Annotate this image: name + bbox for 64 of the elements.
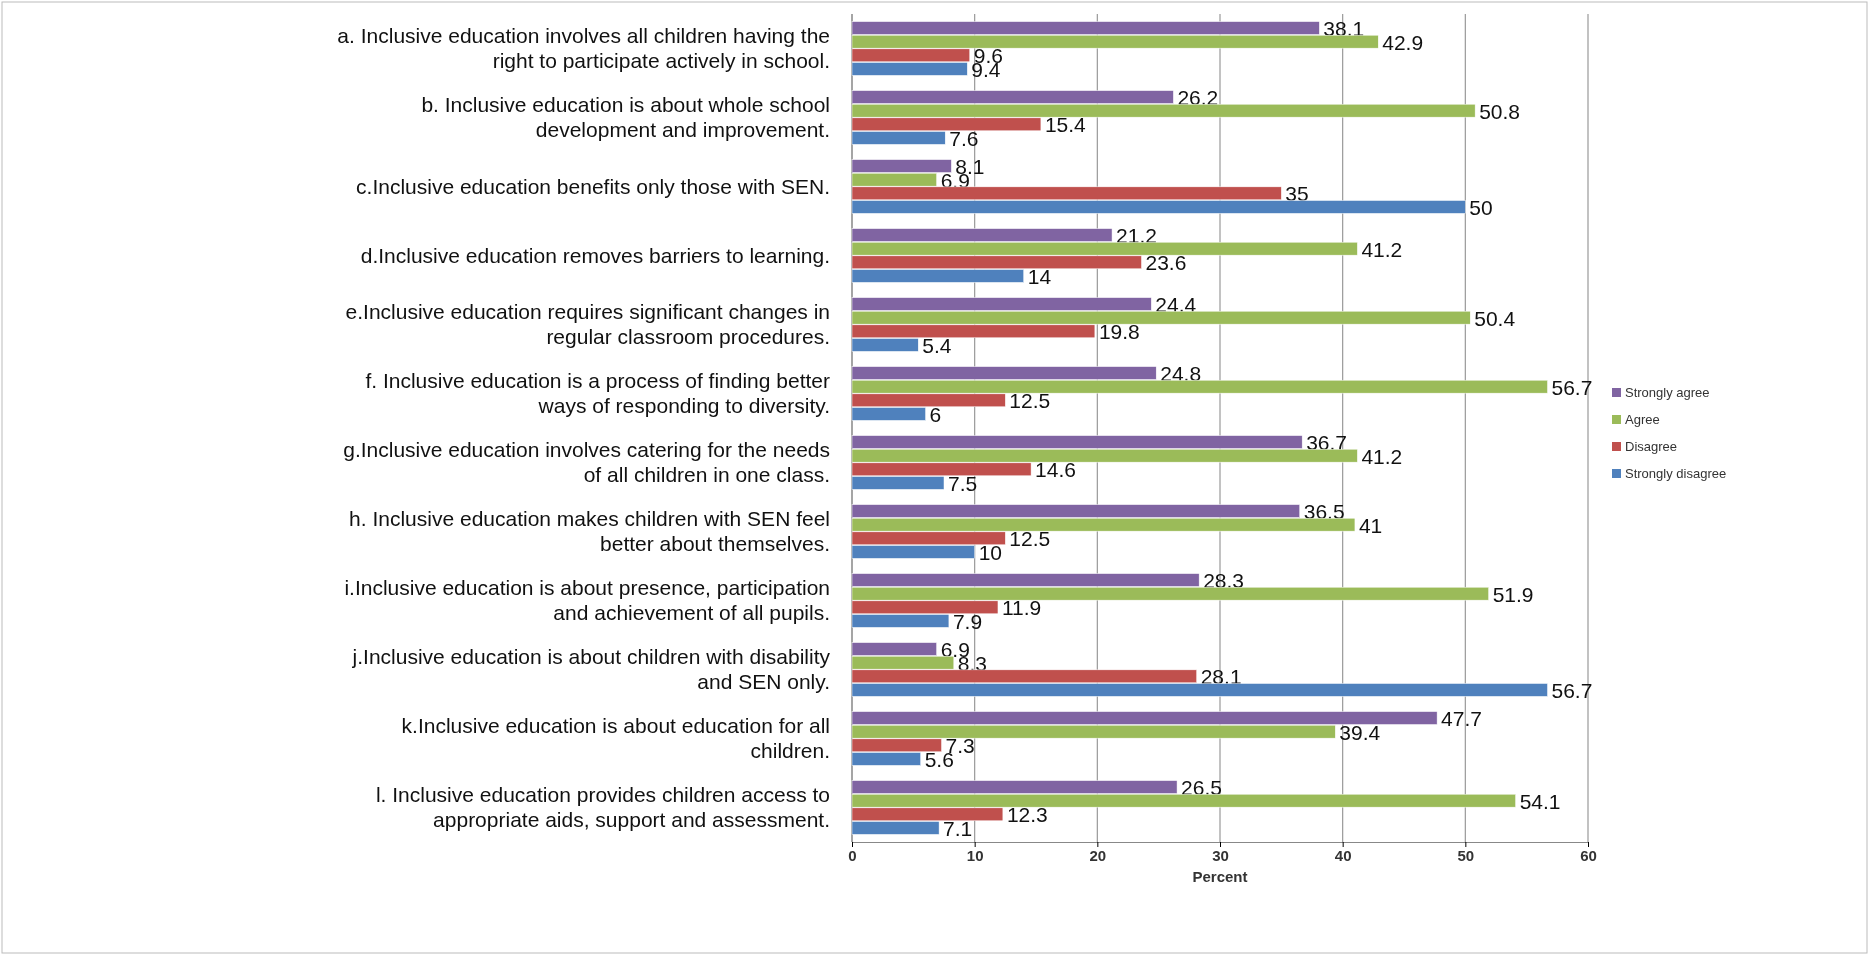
- data-label: 28.1: [1200, 665, 1242, 689]
- data-label: 19.8: [1098, 320, 1140, 344]
- x-tick-label: 0: [848, 846, 857, 864]
- data-label: 50: [1469, 195, 1493, 219]
- y-tick-label: h. Inclusive education makes children with SEN feel better about themselves.: [349, 507, 830, 555]
- data-label: 41.2: [1361, 237, 1403, 261]
- data-label: 36.7: [1306, 431, 1348, 455]
- data-label: 28.3: [1203, 569, 1245, 593]
- y-tick-label: e.Inclusive education requires significant changes in regular classroom procedures.: [345, 300, 830, 348]
- x-tick-label: 10: [966, 846, 984, 864]
- legend-label: Disagree: [1625, 439, 1678, 454]
- data-label: 39.4: [1339, 720, 1381, 744]
- data-label: 15.4: [1044, 113, 1087, 137]
- data-label: 7.6: [949, 126, 979, 150]
- y-tick-label: j.Inclusive education is about children with disability and SEN only.: [351, 645, 831, 693]
- data-label: 24.8: [1160, 362, 1202, 386]
- data-label: 10: [978, 540, 1003, 564]
- x-tick-label: 40: [1334, 846, 1352, 864]
- y-tick-label: g.Inclusive education involves catering for the needs of all children in one class.: [343, 438, 830, 486]
- data-label: 41.2: [1361, 444, 1403, 468]
- data-label: 5.4: [922, 333, 952, 357]
- legend-label: Strongly disagree: [1625, 466, 1727, 481]
- x-tick-label: 20: [1089, 846, 1107, 864]
- data-label: 26.5: [1181, 776, 1222, 800]
- data-label: 50.4: [1474, 306, 1516, 330]
- data-label: 50.8: [1479, 99, 1521, 123]
- data-label: 42.9: [1382, 30, 1424, 54]
- data-label: 23.6: [1145, 251, 1187, 275]
- data-label: 7.9: [952, 609, 983, 633]
- y-tick-label: l. Inclusive education provides children access to appropriate aids, support and assessment.: [375, 783, 830, 831]
- legend-label: Agree: [1625, 412, 1660, 427]
- data-label: 12.5: [1009, 527, 1051, 551]
- data-label: 24.4: [1155, 293, 1197, 317]
- data-label: 41: [1358, 513, 1383, 537]
- x-tick-label: 50: [1457, 846, 1475, 864]
- data-label: 14.6: [1035, 458, 1076, 482]
- data-label: 6: [929, 402, 942, 426]
- x-tick-label: 30: [1212, 846, 1229, 864]
- data-label: 56.7: [1551, 375, 1593, 399]
- y-tick-label: b. Inclusive education is about whole school development and improvement.: [421, 93, 830, 141]
- data-label: 14: [1027, 264, 1052, 288]
- data-label: 7.5: [948, 471, 978, 495]
- data-label: 54.1: [1519, 789, 1561, 813]
- y-tick-label: i.Inclusive education is about presence, participation and achievement of all pupils.: [344, 576, 830, 624]
- data-label: 36.5: [1303, 500, 1345, 524]
- y-tick-label: a. Inclusive education involves all children having the right to participate actively in school.: [337, 24, 830, 72]
- data-label: 12.5: [1009, 389, 1051, 413]
- x-axis-title: Percent: [1192, 868, 1248, 885]
- data-label: 51.9: [1492, 582, 1534, 606]
- y-tick-label: k.Inclusive education is about education for all children.: [401, 714, 830, 762]
- data-label: 11.9: [1001, 596, 1042, 620]
- y-tick-label: c.Inclusive education benefits only those with SEN.: [356, 174, 830, 198]
- x-tick-label: 60: [1580, 846, 1597, 864]
- y-tick-label: d.Inclusive education removes barriers to learning.: [360, 243, 830, 267]
- y-tick-label: f. Inclusive education is a process of finding better ways of responding to diversity.: [365, 369, 830, 417]
- legend-label: Strongly agree: [1625, 385, 1710, 400]
- data-label: 7.1: [943, 816, 973, 840]
- data-label: 26.2: [1177, 86, 1219, 110]
- data-label: 56.7: [1551, 678, 1593, 702]
- data-label: 21.2: [1116, 224, 1157, 248]
- data-label: 12.3: [1006, 803, 1048, 827]
- data-label: 35: [1285, 182, 1309, 206]
- data-label: 47.7: [1441, 707, 1482, 731]
- data-label: 38.1: [1323, 17, 1365, 41]
